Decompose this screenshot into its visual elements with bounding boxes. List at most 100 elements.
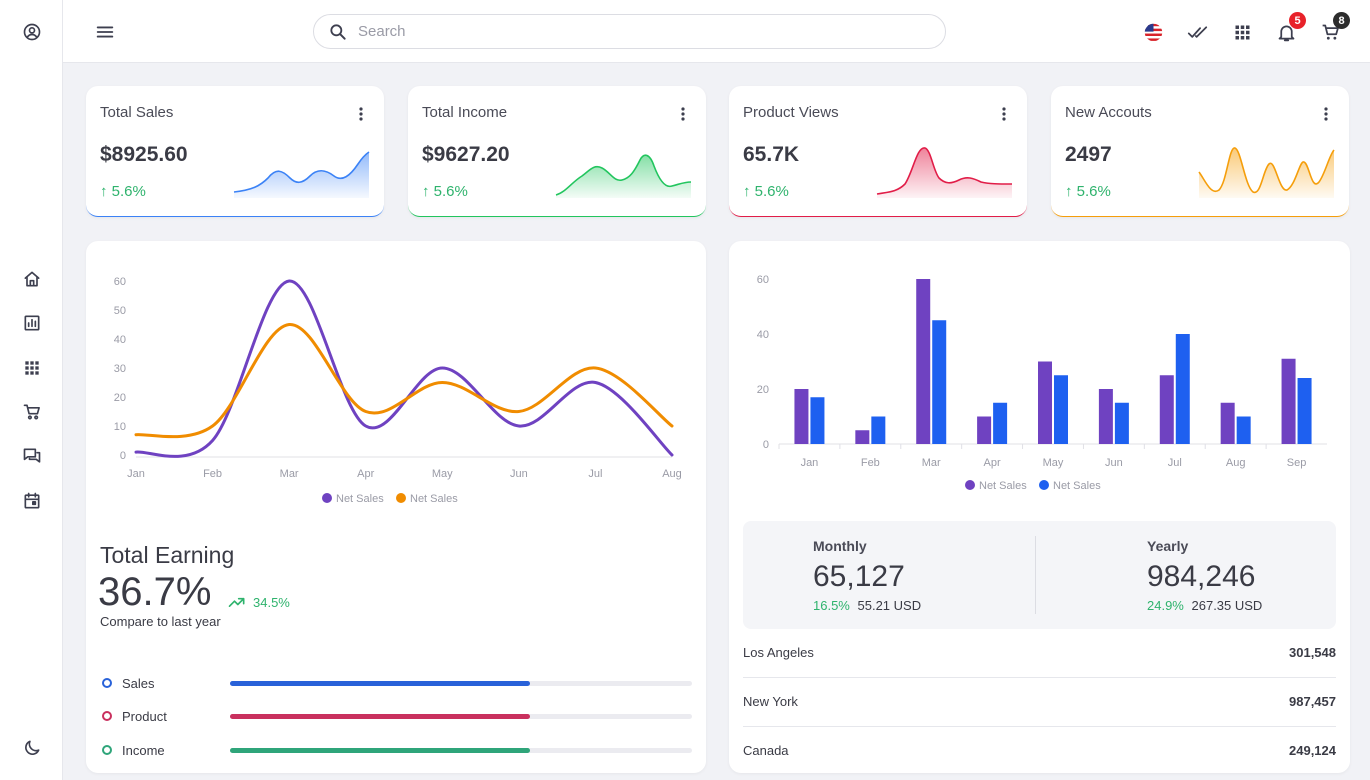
y-tick-label: 20 [757,384,769,396]
bar-2 [1114,402,1129,444]
topbar: 5 8 [63,0,1370,63]
arrow-up-icon: ↑ [743,183,755,200]
x-tick-label: Sep [1287,457,1307,469]
y-tick-label: 30 [114,363,126,375]
apps-icon[interactable] [20,356,44,380]
sparkline-accounts [1198,147,1335,198]
y-tick-label: 60 [114,276,126,288]
legend-marker [965,480,975,490]
stat-card-new-accounts: New Accouts 2497 ↑ 5.6% [1051,86,1349,217]
more-options-icon[interactable] [680,106,686,122]
bar-1 [1098,389,1113,444]
chat-icon[interactable] [20,444,44,468]
mark-all-read-icon[interactable] [1185,20,1209,44]
stat-value: $9627.20 [422,143,510,166]
city-name: New York [743,694,798,709]
analytics-icon[interactable] [20,311,44,335]
legend-label: Net Sales [336,493,384,505]
search-bar[interactable] [313,14,946,49]
stat-change: ↑ 5.6% [743,183,789,200]
bar-1 [1281,358,1296,444]
calendar-icon[interactable] [20,489,44,513]
bar-1 [855,430,870,444]
legend-marker [1039,480,1049,490]
apps-grid-icon[interactable] [1230,20,1254,44]
legend-label: Net Sales [1053,480,1101,492]
stat-card-total-sales: Total Sales $8925.60 ↑ 5.6% [86,86,384,217]
progress-fill-product [230,714,531,719]
stat-change: ↑ 5.6% [422,183,468,200]
earning-card: 0 10 20 30 40 50 60 Jan Feb Mar Apr May Jun Jul Aug Net… [86,241,706,773]
progress-track-income [230,748,692,753]
home-icon[interactable] [20,267,44,291]
city-name: Los Angeles [743,645,814,660]
legend-marker [396,493,406,503]
notification-bell-icon[interactable]: 5 [1274,12,1306,44]
x-tick-label: Aug [662,468,682,480]
more-options-icon[interactable] [1001,106,1007,122]
shopping-cart-icon[interactable] [20,400,44,424]
y-tick-label: 0 [120,450,126,462]
bar-2 [932,320,947,444]
bar-1 [1220,402,1235,444]
y-tick-label: 10 [114,421,126,433]
y-tick-label: 40 [114,334,126,346]
arrow-up-icon: ↑ [100,183,112,200]
product-circle-icon [102,711,112,721]
city-row-los-angeles: Los Angeles 301,548 [743,629,1336,678]
legend-label: Net Sales [979,480,1027,492]
earning-trend: 34.5% [227,592,290,612]
bar-1 [1038,361,1052,444]
trending-up-icon [228,597,245,607]
stat-change: ↑ 5.6% [1065,183,1111,200]
search-input[interactable] [358,23,918,40]
arrow-up-icon: ↑ [1065,183,1077,200]
progress-label-product: Product [122,709,167,724]
user-profile-icon[interactable] [20,20,44,44]
x-tick-label: Apr [984,457,1001,469]
y-tick-label: 0 [763,439,769,451]
cart-badge: 8 [1333,12,1350,29]
bar-2 [1297,378,1312,444]
city-name: Canada [743,743,789,758]
yearly-label: Yearly [1147,538,1189,554]
progress-track-sales [230,681,692,686]
x-tick-label: Aug [1226,457,1246,469]
bar-1 [977,416,992,444]
more-options-icon[interactable] [358,106,364,122]
x-tick-label: Jul [588,468,602,480]
cart-icon[interactable]: 8 [1318,12,1350,44]
stat-value: 2497 [1065,143,1112,166]
stat-change: ↑ 5.6% [100,183,146,200]
bar-2 [871,416,886,444]
legend-label: Net Sales [410,493,458,505]
city-value: 249,124 [1289,743,1336,758]
city-row-canada: Canada 249,124 [743,727,1336,776]
x-tick-label: Jan [127,468,145,480]
sparkline-income [555,154,692,198]
summary-panel: Monthly 65,127 16.5% 55.21 USD Yearly 98… [743,521,1336,629]
sales-circle-icon [102,678,112,688]
x-tick-label: May [432,468,453,480]
notification-badge: 5 [1289,12,1306,29]
us-flag-icon[interactable] [1141,20,1165,44]
y-tick-label: 60 [757,274,769,286]
x-tick-label: Feb [203,468,222,480]
city-value: 301,548 [1289,645,1336,660]
series-line-2 [134,322,674,439]
search-icon [330,23,346,40]
bar-1 [794,389,809,444]
x-tick-label: Jun [510,468,528,480]
stat-value: 65.7K [743,143,800,166]
legend-marker [322,493,332,503]
bar-2 [1054,375,1068,444]
progress-track-product [230,714,692,719]
yearly-value: 984,246 [1147,560,1256,593]
menu-icon[interactable] [93,20,117,44]
progress-fill-income [230,748,531,753]
dark-mode-icon[interactable] [20,736,44,760]
more-options-icon[interactable] [1323,106,1329,122]
y-tick-label: 50 [114,305,126,317]
line-chart: 0 10 20 30 40 50 60 Jan Feb Mar Apr May Jun Jul Aug Net… [114,276,682,505]
stat-title: Product Views [743,104,839,121]
